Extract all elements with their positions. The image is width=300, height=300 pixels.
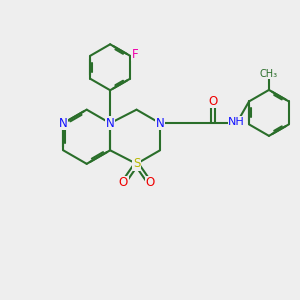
Text: N: N: [106, 117, 115, 130]
Text: F: F: [132, 48, 139, 61]
Text: O: O: [145, 176, 154, 190]
Text: O: O: [119, 176, 128, 190]
Text: NH: NH: [228, 117, 245, 127]
Text: N: N: [156, 117, 164, 130]
Text: CH₃: CH₃: [260, 69, 278, 79]
Text: O: O: [208, 94, 217, 108]
Text: N: N: [59, 117, 68, 130]
Text: S: S: [133, 157, 140, 170]
